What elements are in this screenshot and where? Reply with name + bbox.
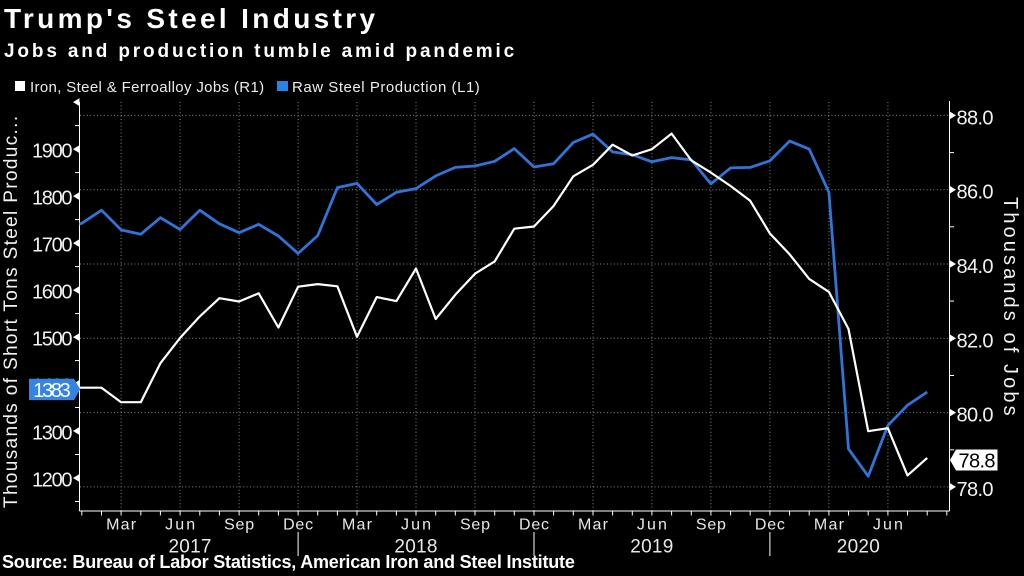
svg-text:1900: 1900	[32, 141, 73, 163]
svg-text:88.0: 88.0	[957, 107, 994, 129]
svg-text:2017: 2017	[169, 537, 212, 558]
svg-text:Mar: Mar	[106, 517, 137, 534]
svg-text:86.0: 86.0	[957, 182, 994, 204]
svg-text:Dec: Dec	[283, 517, 313, 534]
svg-text:Jun: Jun	[637, 517, 667, 534]
svg-text:1383: 1383	[33, 380, 71, 402]
svg-text:Sep: Sep	[460, 517, 490, 534]
svg-text:Jun: Jun	[165, 517, 195, 534]
svg-text:1500: 1500	[32, 329, 73, 351]
svg-text:Mar: Mar	[578, 517, 609, 534]
svg-text:Jun: Jun	[401, 517, 431, 534]
svg-text:1200: 1200	[32, 470, 73, 492]
svg-text:2020: 2020	[837, 537, 880, 558]
svg-text:82.0: 82.0	[957, 330, 994, 352]
svg-text:80.0: 80.0	[957, 405, 994, 427]
svg-text:Mar: Mar	[814, 517, 845, 534]
svg-text:1600: 1600	[32, 282, 73, 304]
svg-text:2019: 2019	[630, 537, 673, 558]
svg-text:Jun: Jun	[873, 517, 903, 534]
svg-text:Sep: Sep	[224, 517, 254, 534]
svg-text:1700: 1700	[32, 235, 73, 257]
svg-text:Dec: Dec	[519, 517, 549, 534]
svg-text:2018: 2018	[394, 537, 437, 558]
svg-text:Dec: Dec	[755, 517, 785, 534]
svg-text:1800: 1800	[32, 188, 73, 210]
svg-text:Mar: Mar	[342, 517, 373, 534]
svg-text:78.8: 78.8	[959, 451, 996, 473]
svg-text:78.0: 78.0	[957, 479, 994, 501]
svg-text:1300: 1300	[32, 423, 73, 445]
svg-text:84.0: 84.0	[957, 256, 994, 278]
svg-text:Sep: Sep	[696, 517, 726, 534]
